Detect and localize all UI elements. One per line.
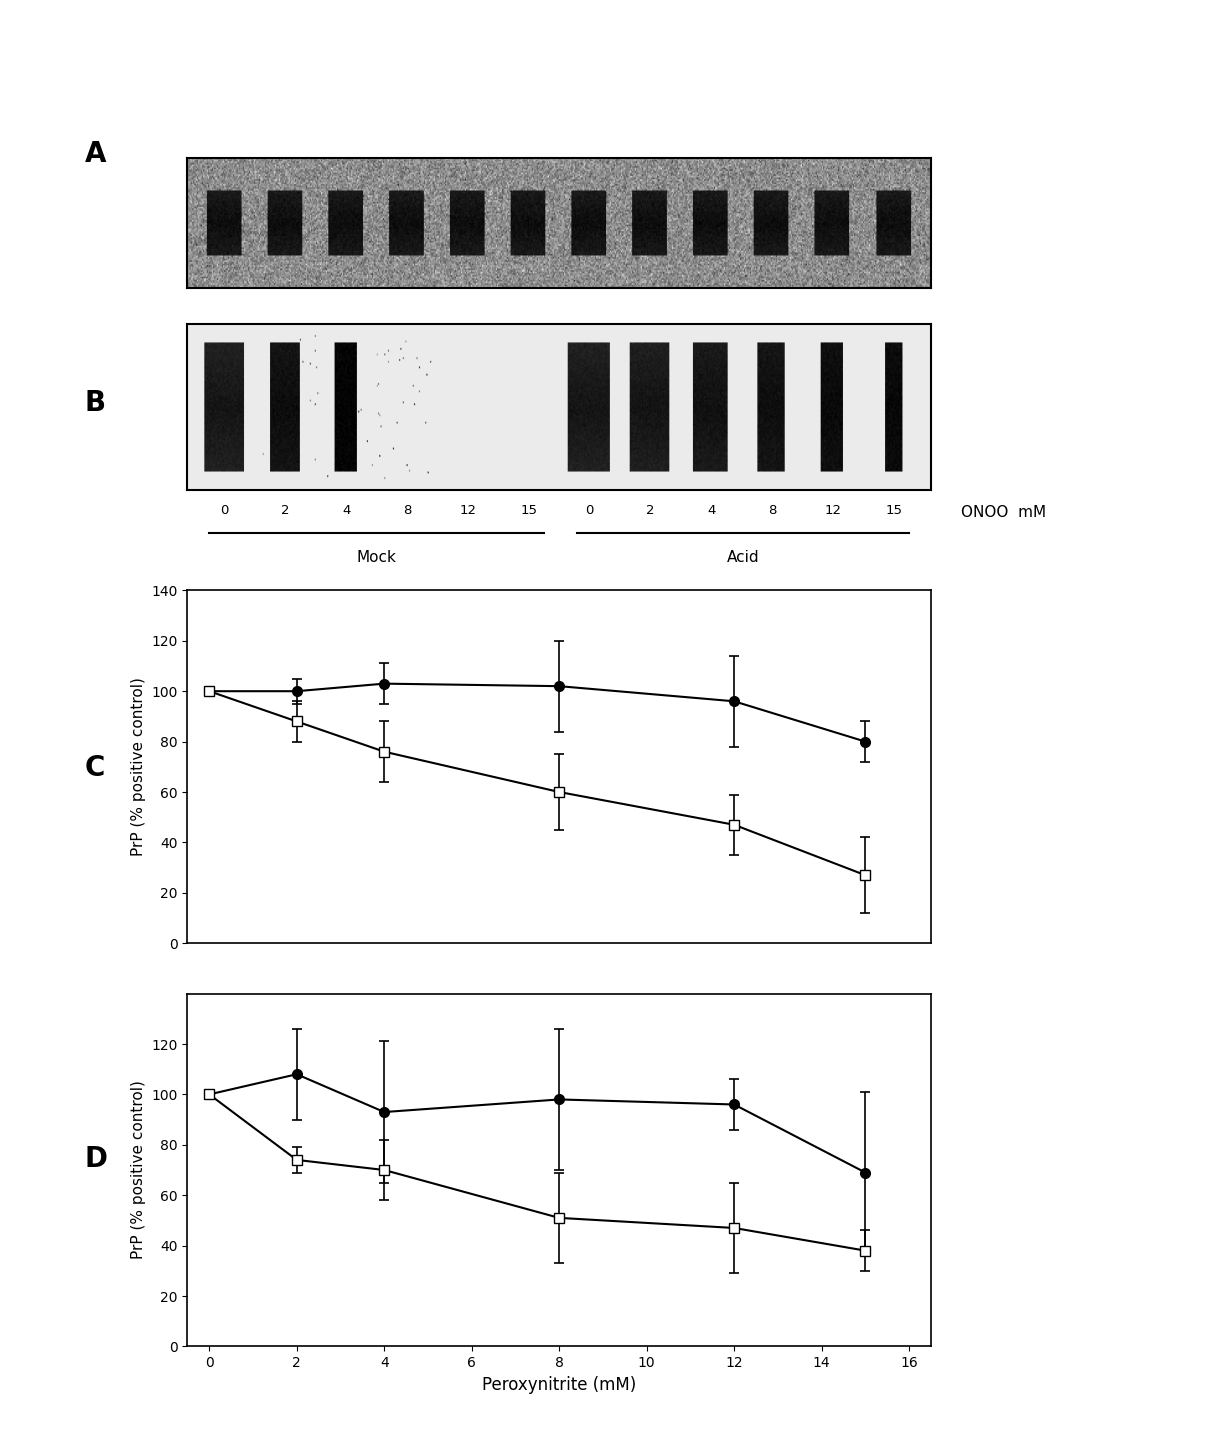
X-axis label: Peroxynitrite (mM): Peroxynitrite (mM)	[482, 1375, 636, 1394]
Text: 8: 8	[403, 504, 411, 517]
Y-axis label: PrP (% positive control): PrP (% positive control)	[131, 677, 146, 857]
Text: 8: 8	[768, 504, 776, 517]
Text: 15: 15	[885, 504, 902, 517]
Text: 4: 4	[342, 504, 351, 517]
Y-axis label: PrP (% positive control): PrP (% positive control)	[131, 1080, 146, 1260]
Text: 4: 4	[707, 504, 716, 517]
Text: 2: 2	[646, 504, 654, 517]
Text: Mock: Mock	[357, 550, 397, 564]
Text: D: D	[85, 1145, 108, 1174]
Text: B: B	[85, 389, 105, 418]
Text: 12: 12	[825, 504, 841, 517]
Text: ONOO  mM: ONOO mM	[961, 505, 1046, 520]
Text: Acid: Acid	[727, 550, 759, 564]
Text: 2: 2	[282, 504, 290, 517]
Text: 0: 0	[220, 504, 229, 517]
Text: A: A	[85, 140, 106, 168]
Text: C: C	[85, 753, 105, 782]
Text: 0: 0	[585, 504, 594, 517]
Text: 12: 12	[459, 504, 476, 517]
Text: 15: 15	[520, 504, 537, 517]
